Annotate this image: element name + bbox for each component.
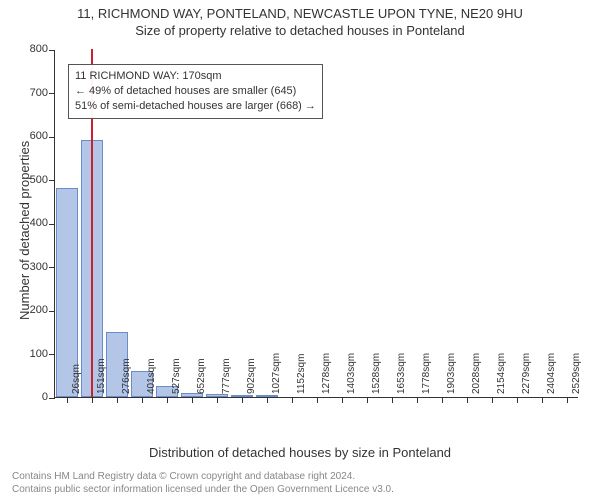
x-tick-label: 1403sqm xyxy=(346,353,357,394)
x-tick-label: 652sqm xyxy=(196,358,207,394)
x-tick-label: 527sqm xyxy=(171,358,182,394)
x-tick-label: 2529sqm xyxy=(571,353,582,394)
x-tick xyxy=(192,397,193,403)
y-tick xyxy=(49,50,55,51)
chart-subtitle: Size of property relative to detached ho… xyxy=(0,21,600,38)
annotation-line: 51% of semi-detached houses are larger (… xyxy=(75,99,316,114)
x-tick xyxy=(267,397,268,403)
x-tick-label: 1152sqm xyxy=(296,354,307,394)
x-tick xyxy=(417,397,418,403)
annotation-line: ← 49% of detached houses are smaller (64… xyxy=(75,84,316,99)
x-tick xyxy=(92,397,93,403)
x-axis-label: Distribution of detached houses by size … xyxy=(0,445,600,460)
y-tick-label: 400 xyxy=(8,217,48,229)
y-tick xyxy=(49,354,55,355)
x-tick xyxy=(217,397,218,403)
x-tick-label: 777sqm xyxy=(221,358,232,394)
x-tick-label: 2028sqm xyxy=(471,353,482,394)
y-tick xyxy=(49,224,55,225)
x-tick xyxy=(542,397,543,403)
x-tick xyxy=(242,397,243,403)
x-tick xyxy=(392,397,393,403)
y-tick-label: 300 xyxy=(8,261,48,273)
x-tick-label: 2404sqm xyxy=(546,353,557,394)
x-tick-label: 1278sqm xyxy=(321,353,332,394)
y-tick-label: 100 xyxy=(8,348,48,360)
footer-line-1: Contains HM Land Registry data © Crown c… xyxy=(12,470,394,483)
x-tick-label: 1653sqm xyxy=(396,353,407,394)
x-tick xyxy=(367,397,368,403)
y-tick-label: 800 xyxy=(8,43,48,55)
x-tick xyxy=(167,397,168,403)
chart-plot-area: 010020030040050060070080026sqm151sqm276s… xyxy=(54,50,578,398)
x-tick xyxy=(67,397,68,403)
y-tick xyxy=(49,137,55,138)
x-tick-label: 1778sqm xyxy=(421,353,432,394)
annotation-line: 11 RICHMOND WAY: 170sqm xyxy=(75,69,316,84)
y-axis-label: Number of detached properties xyxy=(17,141,32,320)
y-tick-label: 200 xyxy=(8,304,48,316)
license-footer: Contains HM Land Registry data © Crown c… xyxy=(12,470,394,496)
x-tick-label: 1027sqm xyxy=(271,353,282,394)
x-tick xyxy=(467,397,468,403)
x-tick xyxy=(292,397,293,403)
y-tick xyxy=(49,93,55,94)
y-tick xyxy=(49,180,55,181)
x-tick xyxy=(317,397,318,403)
y-tick xyxy=(49,267,55,268)
annotation-box: 11 RICHMOND WAY: 170sqm← 49% of detached… xyxy=(68,64,323,119)
x-tick xyxy=(442,397,443,403)
y-tick xyxy=(49,311,55,312)
x-tick-label: 2154sqm xyxy=(496,353,507,394)
footer-line-2: Contains public sector information licen… xyxy=(12,483,394,496)
x-tick xyxy=(517,397,518,403)
x-tick-label: 2279sqm xyxy=(521,353,532,394)
x-tick xyxy=(142,397,143,403)
y-tick-label: 0 xyxy=(8,391,48,403)
y-tick xyxy=(49,398,55,399)
x-tick xyxy=(492,397,493,403)
y-tick-label: 600 xyxy=(8,130,48,142)
y-tick-label: 500 xyxy=(8,174,48,186)
x-tick-label: 1903sqm xyxy=(446,353,457,394)
y-tick-label: 700 xyxy=(8,87,48,99)
chart-title: 11, RICHMOND WAY, PONTELAND, NEWCASTLE U… xyxy=(0,0,600,21)
x-tick xyxy=(117,397,118,403)
x-tick-label: 1528sqm xyxy=(371,353,382,394)
x-tick xyxy=(567,397,568,403)
x-tick-label: 902sqm xyxy=(246,358,257,394)
x-tick xyxy=(342,397,343,403)
